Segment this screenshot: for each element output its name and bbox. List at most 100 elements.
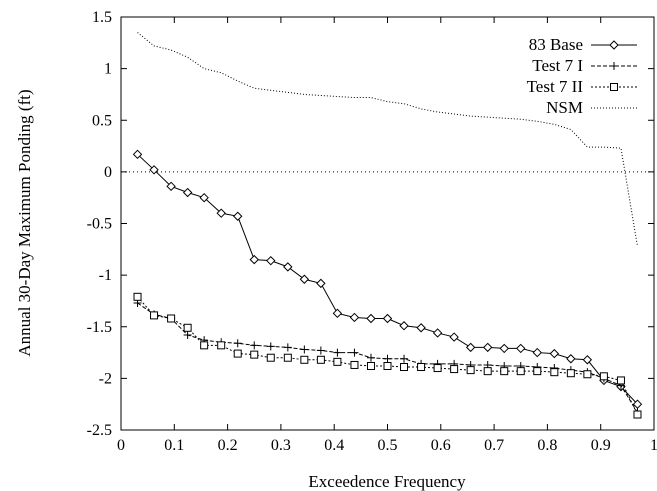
y-tick-label: 0.5: [92, 112, 112, 129]
data-point-83-base: [216, 208, 226, 218]
data-point-test-7-ii: [316, 355, 325, 364]
data-point-83-base: [549, 348, 560, 359]
data-point-test-7-ii: [350, 360, 359, 369]
y-axis-title: Annual 30-Day Maximum Ponding (ft): [15, 89, 34, 356]
data-point-test-7-ii: [366, 361, 375, 370]
data-point-83-base: [532, 347, 542, 358]
data-point-test-7-ii: [516, 367, 525, 376]
series-layer: [132, 32, 643, 419]
data-point-test-7-i: [300, 345, 309, 354]
data-point-test-7-ii: [450, 365, 459, 374]
data-point-83-base: [516, 343, 526, 354]
x-tick-label: 1: [650, 437, 657, 454]
data-point-83-base: [182, 187, 193, 198]
data-point-83-base: [199, 192, 209, 203]
data-point-test-7-i: [183, 331, 192, 340]
x-tick-label: 0.4: [324, 437, 344, 454]
data-point-test-7-ii: [250, 350, 259, 359]
data-point-83-base: [449, 332, 459, 342]
x-tick-label: 0: [117, 437, 125, 454]
data-point-83-base: [166, 181, 176, 192]
data-point-83-base: [349, 312, 360, 323]
data-point-test-7-ii: [333, 357, 342, 366]
y-tick-label: -0.5: [87, 216, 112, 233]
y-tick-label: -1: [99, 267, 112, 284]
legend-marker-test-7-i: [610, 62, 618, 70]
x-tick-label: 0.2: [218, 437, 238, 454]
data-point-test-7-ii: [266, 353, 275, 362]
data-point-83-base: [566, 354, 576, 364]
data-point-83-base: [399, 321, 409, 331]
data-point-test-7-ii: [417, 363, 426, 372]
x-tick-label: 0.5: [378, 437, 398, 454]
data-point-test-7-ii: [500, 367, 509, 376]
data-point-test-7-ii: [233, 349, 242, 358]
data-point-test-7-ii: [483, 367, 492, 376]
x-axis-title: Exceedence Frequency: [308, 472, 466, 491]
data-point-test-7-ii: [383, 361, 392, 370]
y-tick-label: 1.5: [92, 9, 112, 26]
y-tick-label: 1: [104, 61, 112, 78]
x-tick-label: 0.8: [537, 437, 557, 454]
y-tick-label: 0: [104, 164, 112, 181]
data-point-test-7-ii: [133, 292, 142, 301]
y-tick-label: -2: [99, 370, 112, 387]
data-point-test-7-i: [400, 354, 409, 363]
y-axis-ticks: 1.5 1 0.5 0 -0.5 -1 -1.5 -2 -2.5: [87, 9, 654, 439]
x-tick-label: 0.1: [164, 437, 184, 454]
data-point-test-7-i: [233, 339, 242, 348]
legend-label-nsm: NSM: [546, 98, 583, 117]
data-point-test-7-i: [383, 354, 392, 363]
legend-label-test-7-ii: Test 7 II: [527, 77, 584, 96]
data-point-83-base: [266, 255, 276, 266]
data-point-test-7-ii: [200, 341, 209, 350]
data-point-test-7-ii: [616, 376, 625, 385]
data-point-test-7-ii: [550, 368, 559, 377]
data-point-83-base: [316, 278, 326, 289]
legend-label-test-7-i: Test 7 I: [532, 56, 583, 75]
data-point-test-7-i: [366, 353, 375, 362]
data-point-test-7-ii: [633, 410, 642, 419]
data-point-test-7-i: [250, 341, 259, 350]
x-tick-label: 0.3: [271, 437, 291, 454]
data-point-83-base: [432, 328, 443, 338]
data-point-test-7-ii: [400, 363, 409, 372]
data-point-test-7-i: [350, 348, 359, 357]
data-point-test-7-i: [283, 343, 292, 352]
legend-marker-test-7-ii: [610, 83, 618, 91]
data-point-83-base: [382, 313, 393, 324]
data-point-83-base: [366, 313, 376, 324]
data-point-test-7-i: [333, 348, 342, 357]
data-point-83-base: [332, 308, 343, 319]
data-point-test-7-ii: [583, 370, 592, 379]
data-point-test-7-ii: [283, 353, 292, 362]
legend-label-83-base: 83 Base: [529, 35, 583, 54]
y-tick-label: -2.5: [87, 422, 112, 439]
data-point-test-7-ii: [183, 323, 192, 332]
data-point-83-base: [299, 274, 310, 284]
x-tick-label: 0.9: [591, 437, 611, 454]
data-point-test-7-ii: [433, 364, 442, 373]
data-point-83-base: [283, 262, 293, 272]
data-point-83-base: [465, 342, 476, 353]
data-point-83-base: [632, 399, 643, 409]
data-point-test-7-ii: [167, 314, 176, 323]
data-point-83-base: [132, 149, 143, 160]
x-tick-label: 0.7: [484, 437, 504, 454]
data-point-test-7-ii: [599, 372, 608, 381]
data-point-test-7-i: [266, 342, 275, 351]
data-point-83-base: [233, 211, 243, 221]
data-point-83-base: [149, 165, 159, 175]
data-point-test-7-i: [316, 346, 325, 355]
x-tick-label: 0.6: [431, 437, 451, 454]
data-point-test-7-ii: [300, 355, 309, 364]
legend-marker-83-base: [609, 40, 619, 50]
data-point-83-base: [582, 355, 593, 365]
data-point-test-7-ii: [150, 311, 159, 320]
data-point-83-base: [482, 342, 493, 353]
series-test-7-ii: [133, 292, 642, 419]
data-point-test-7-ii: [217, 341, 226, 350]
data-point-83-base: [499, 343, 509, 354]
data-point-test-7-ii: [566, 369, 575, 378]
